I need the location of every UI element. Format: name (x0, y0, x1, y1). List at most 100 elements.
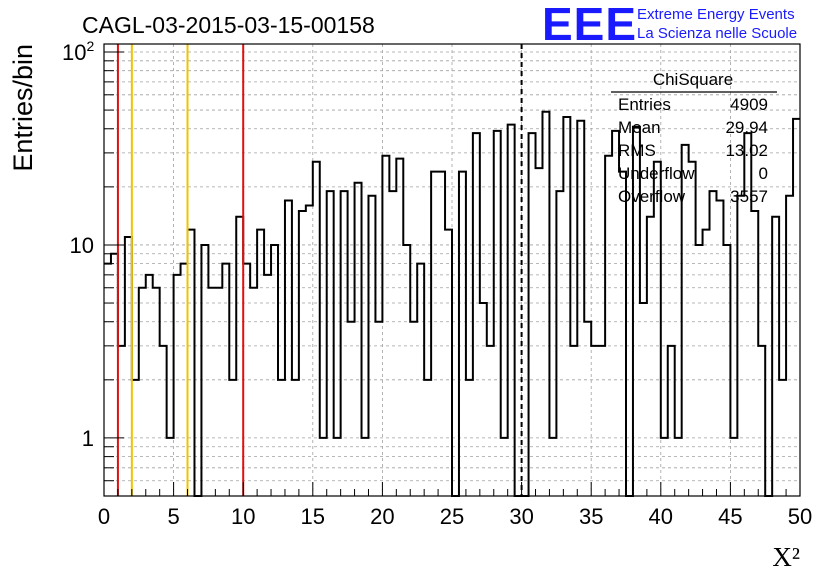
histogram-bin (368, 196, 375, 496)
logo-line-2: La Scienza nelle Scuole (637, 25, 797, 42)
histogram-bin (751, 211, 758, 496)
histogram-bin (570, 346, 577, 496)
histogram-bin (689, 162, 696, 496)
stats-box: ChiSquare Entries 4909 Mean 29.94 RMS 13.02 Un… (611, 70, 777, 206)
histogram-bin (480, 303, 487, 496)
histogram-bin (396, 159, 403, 496)
histogram-bin (320, 438, 327, 496)
eee-logo: EEE Extreme Energy Events La Scienza nel… (542, 0, 797, 50)
reference-lines (116, 44, 523, 496)
histogram-bin (793, 119, 800, 496)
histogram-bin (619, 172, 626, 496)
histogram-bin (563, 117, 570, 496)
stats-row-value: 0 (759, 164, 768, 183)
histogram-bin (334, 438, 341, 496)
stats-title: ChiSquare (653, 70, 733, 89)
histogram-bin (125, 237, 132, 496)
histogram-bin (250, 288, 257, 496)
histogram-bin (508, 125, 515, 496)
histogram-bin (647, 217, 654, 496)
histogram-bin (348, 322, 355, 496)
histogram-bin (668, 346, 675, 496)
histogram-bin (188, 230, 195, 496)
histogram-bin (167, 438, 174, 496)
histogram-bin (417, 264, 424, 496)
histogram-bin (598, 346, 605, 496)
histogram-bin (389, 191, 396, 496)
histogram-bin (549, 438, 556, 496)
stats-row-label: RMS (618, 141, 656, 160)
histogram-bin (278, 380, 285, 496)
histogram-bin (737, 196, 744, 496)
histogram-bin (675, 438, 682, 496)
histogram-bin (654, 162, 661, 496)
histogram-bin (577, 121, 584, 496)
histogram-bin (313, 162, 320, 496)
x-tick-label: 30 (509, 504, 533, 529)
histogram-bin (723, 245, 730, 496)
histogram-bin (536, 168, 543, 496)
histogram-bin (355, 183, 362, 496)
histogram-bin (501, 438, 508, 496)
histogram-bin (292, 380, 299, 496)
histogram-bin (375, 322, 382, 496)
histogram-bin (473, 133, 480, 496)
x-tick-label: 40 (649, 504, 673, 529)
stats-row-value: 29.94 (725, 118, 768, 137)
y-axis-label: Entries/bin (8, 44, 38, 172)
histogram-bin (640, 303, 647, 496)
stats-row-label: Underflow (618, 164, 695, 183)
histogram-bin (710, 191, 717, 496)
x-tick-label: 15 (301, 504, 325, 529)
histogram-bin (758, 346, 765, 496)
x-tick-label: 45 (718, 504, 742, 529)
histogram-bin (271, 245, 278, 496)
histogram-bin (118, 346, 125, 496)
stats-row-label: Overflow (618, 187, 686, 206)
histogram-bin (243, 264, 250, 496)
histogram-bin (403, 245, 410, 496)
histogram-bin (264, 275, 271, 496)
histogram-bin (236, 217, 243, 496)
histogram-bin (542, 112, 549, 496)
stats-row-value: 3557 (730, 187, 768, 206)
histogram-bin (730, 438, 737, 496)
tick-labels: 0 5 10 15 20 25 30 35 40 45 50 1 10 102 (62, 38, 812, 529)
histogram-bin (132, 380, 139, 496)
histogram-bin (529, 133, 536, 496)
stats-row-value: 13.02 (725, 141, 768, 160)
histogram-bin (612, 131, 619, 496)
histogram-bin (556, 191, 563, 496)
histogram-bin (459, 172, 466, 496)
stats-row-label: Mean (618, 118, 661, 137)
histogram-bin (229, 380, 236, 496)
histogram-bin (779, 380, 786, 496)
stats-row-value: 4909 (730, 95, 768, 114)
y-tick-label: 10 (70, 233, 94, 258)
histogram-bin (215, 288, 222, 496)
x-tick-label: 20 (370, 504, 394, 529)
histogram-bin (772, 217, 779, 496)
histogram-bin (208, 288, 215, 496)
histogram-bin (160, 346, 167, 496)
x-axis-label: X² (772, 542, 800, 572)
histogram-bin (222, 264, 229, 496)
histogram-bin (299, 211, 306, 496)
histogram-bin (716, 200, 723, 496)
y-tick-label: 102 (62, 38, 94, 65)
histogram-bin (174, 275, 181, 496)
histogram-bin (431, 172, 438, 496)
x-tick-label: 35 (579, 504, 603, 529)
histogram-bin (696, 245, 703, 496)
histogram-bin (285, 200, 292, 496)
histogram-bin (201, 245, 208, 496)
histogram-bin (257, 230, 264, 496)
histogram-bin (487, 346, 494, 496)
histogram-bin (146, 275, 153, 496)
histogram-bin (703, 230, 710, 496)
histogram-bin (494, 131, 501, 496)
y-tick-label: 1 (82, 426, 94, 451)
x-tick-label: 0 (98, 504, 110, 529)
histogram-bin (445, 230, 452, 496)
histogram-bin (584, 322, 591, 496)
